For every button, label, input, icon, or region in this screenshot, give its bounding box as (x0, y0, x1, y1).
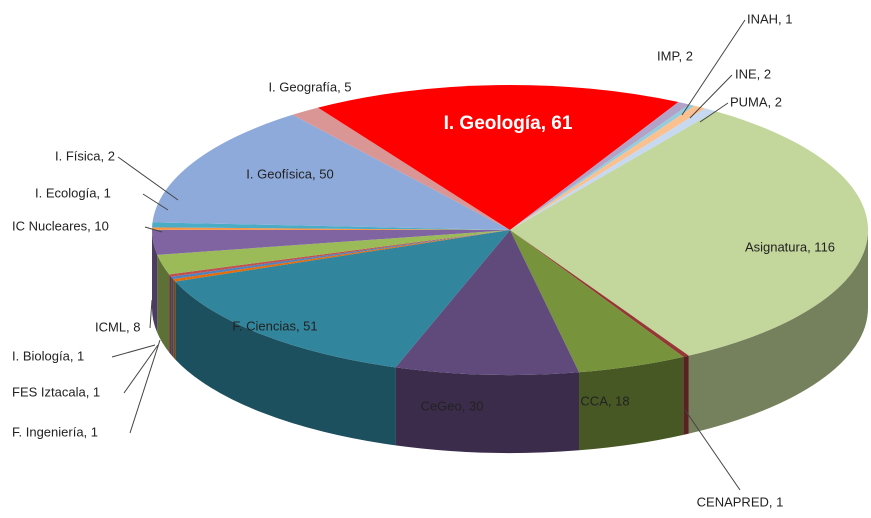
slice (173, 230, 510, 282)
data-label: I. Geología, 61 (444, 113, 573, 134)
leader-line (684, 409, 741, 491)
data-label: CENAPRED, 1 (697, 494, 784, 509)
slice (152, 222, 510, 230)
slice (510, 111, 868, 356)
data-label: PUMA, 2 (730, 94, 782, 109)
slice (510, 230, 689, 357)
slice (510, 102, 690, 230)
slice-side (175, 281, 396, 446)
leader-line (689, 74, 733, 119)
data-label: ICML, 8 (95, 319, 141, 334)
leader-line (111, 344, 156, 358)
slice (510, 108, 716, 230)
slice (171, 230, 510, 280)
slice (292, 107, 510, 230)
slice-side (169, 274, 172, 355)
leader-line (123, 344, 159, 394)
leader-line (699, 102, 729, 123)
slice (169, 230, 511, 277)
data-label: INE, 2 (735, 66, 771, 81)
slice-side (173, 279, 176, 360)
slice (157, 230, 510, 275)
slice-side (157, 254, 170, 353)
slice-side (152, 230, 158, 333)
leader-line (117, 156, 179, 201)
slice-side (683, 355, 689, 435)
leader-line (681, 19, 746, 116)
slice (395, 230, 580, 375)
slice (152, 114, 511, 230)
leader-line (149, 299, 153, 329)
data-label: INAH, 1 (747, 11, 793, 26)
slice (317, 84, 679, 230)
data-label: I. Ecología, 1 (35, 185, 111, 200)
slice-side (171, 276, 174, 358)
data-label: I. Geofísica, 50 (246, 166, 333, 181)
slice (510, 105, 706, 230)
slice (175, 230, 510, 368)
data-label: IMP, 2 (657, 48, 693, 63)
data-label: I. Geografía, 5 (268, 79, 351, 94)
slice (510, 230, 684, 373)
data-label: F. Ingeniería, 1 (12, 424, 98, 439)
data-label: F. Ciencias, 51 (232, 318, 317, 333)
leader-line (144, 226, 163, 233)
slice-side (395, 367, 580, 454)
data-label: CeGeo, 30 (421, 398, 484, 413)
slice (152, 227, 510, 230)
slice (152, 229, 510, 255)
data-label: Asignatura, 116 (745, 239, 835, 254)
leader-line (129, 339, 161, 434)
leader-line (142, 193, 169, 211)
data-label: CCA, 18 (580, 393, 629, 408)
data-label: FES Iztacala, 1 (12, 384, 100, 399)
data-label: IC Nucleares, 10 (12, 218, 109, 233)
slice-side (688, 230, 868, 434)
data-label: I. Física, 2 (55, 148, 115, 163)
data-label: I. Biología, 1 (12, 348, 84, 363)
slice-side (579, 356, 684, 451)
slice (510, 104, 695, 230)
